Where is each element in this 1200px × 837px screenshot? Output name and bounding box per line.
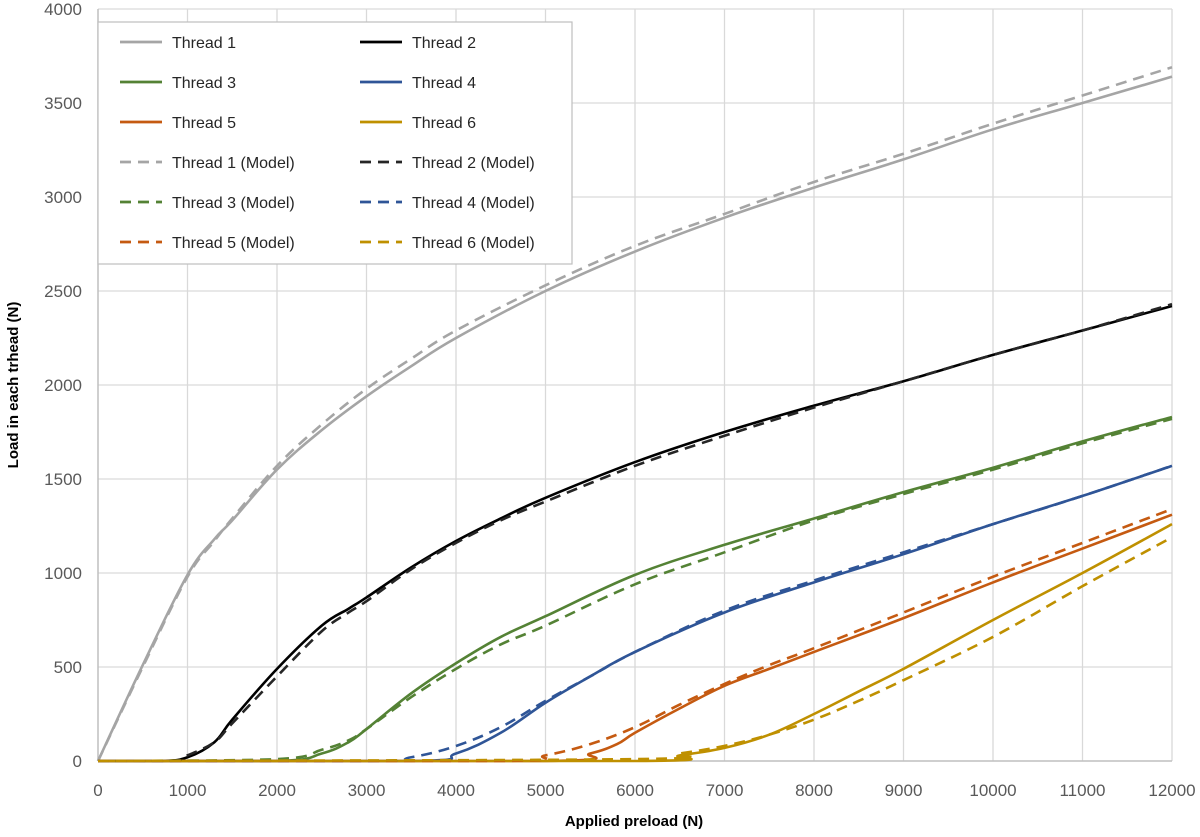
y-tick-label-6: 3000: [44, 188, 82, 207]
series-line-thread-3: [98, 415, 1173, 763]
x-tick-label-9: 9000: [885, 781, 923, 800]
series-line-thread-3-model: [97, 417, 1173, 763]
legend: Thread 1 Thread 2 Thread 3 Thread 4 Thread 5…: [97, 21, 573, 265]
legend-label-thread-6: Thread 6: [412, 115, 476, 132]
legend-label-thread-4-model: Thread 4 (Model): [412, 195, 535, 212]
legend-label-thread-6-model: Thread 6 (Model): [412, 235, 535, 252]
legend-label-thread-1: Thread 1: [172, 35, 236, 52]
legend-label-thread-2-model: Thread 2 (Model): [412, 155, 535, 172]
series-group: [96, 66, 1173, 763]
series-line-thread-6-model: [97, 536, 1173, 763]
x-tick-label-5: 5000: [527, 781, 565, 800]
series-line-thread-6: [98, 522, 1173, 763]
legend-label-thread-1-model: Thread 1 (Model): [172, 155, 295, 172]
legend-item-thread-5-model: Thread 5 (Model): [120, 235, 295, 252]
legend-item-thread-1: Thread 1: [120, 35, 236, 52]
x-tick-label-12: 12000: [1148, 781, 1195, 800]
legend-item-thread-6: Thread 6: [360, 115, 476, 132]
x-axis-title: Applied preload (N): [565, 813, 703, 830]
x-tick-label-0: 0: [93, 781, 102, 800]
legend-item-thread-1-model: Thread 1 (Model): [120, 155, 295, 172]
y-tick-label-4: 2000: [44, 376, 82, 395]
y-tick-label-5: 2500: [44, 282, 82, 301]
legend-item-thread-6-model: Thread 6 (Model): [360, 235, 535, 252]
series-line-thread-1: [96, 75, 1173, 762]
series-line-thread-2-model: [98, 302, 1173, 763]
y-tick-label-7: 3500: [44, 94, 82, 113]
legend-item-thread-2-model: Thread 2 (Model): [360, 155, 535, 172]
gridlines: [98, 8, 1173, 761]
x-tick-label-1: 1000: [169, 781, 207, 800]
y-axis-title: Load in each trhead (N): [5, 302, 22, 469]
x-tick-label-4: 4000: [437, 781, 475, 800]
x-tick-label-6: 6000: [616, 781, 654, 800]
legend-label-thread-2: Thread 2: [412, 35, 476, 52]
y-tick-label-3: 1500: [44, 470, 82, 489]
x-tick-label-8: 8000: [795, 781, 833, 800]
y-tick-label-8: 4000: [44, 0, 82, 19]
legend-item-thread-5: Thread 5: [120, 115, 236, 132]
legend-item-thread-4: Thread 4: [360, 75, 476, 92]
legend-item-thread-3-model: Thread 3 (Model): [120, 195, 295, 212]
series-line-thread-5-model: [98, 507, 1173, 763]
legend-label-thread-5: Thread 5: [172, 115, 236, 132]
x-tick-label-7: 7000: [706, 781, 744, 800]
legend-label-thread-3-model: Thread 3 (Model): [172, 195, 295, 212]
y-tick-label-1: 500: [54, 658, 82, 677]
x-tick-label-10: 10000: [969, 781, 1016, 800]
legend-item-thread-2: Thread 2: [360, 35, 476, 52]
x-tick-label-2: 2000: [258, 781, 296, 800]
legend-label-thread-4: Thread 4: [412, 75, 476, 92]
legend-label-thread-3: Thread 3: [172, 75, 236, 92]
legend-item-thread-4-model: Thread 4 (Model): [360, 195, 535, 212]
tick-labels: 0 1000 2000 3000 4000 5000 6000 7000 8000 9000 100…: [44, 0, 1195, 800]
y-tick-label-0: 0: [73, 752, 82, 771]
x-tick-label-11: 11000: [1059, 781, 1105, 800]
y-tick-label-2: 1000: [44, 564, 82, 583]
legend-item-thread-3: Thread 3: [120, 75, 236, 92]
x-tick-label-3: 3000: [348, 781, 386, 800]
legend-label-thread-5-model: Thread 5 (Model): [172, 235, 295, 252]
legend-box: [97, 21, 573, 265]
series-line-thread-1-model: [96, 66, 1173, 762]
